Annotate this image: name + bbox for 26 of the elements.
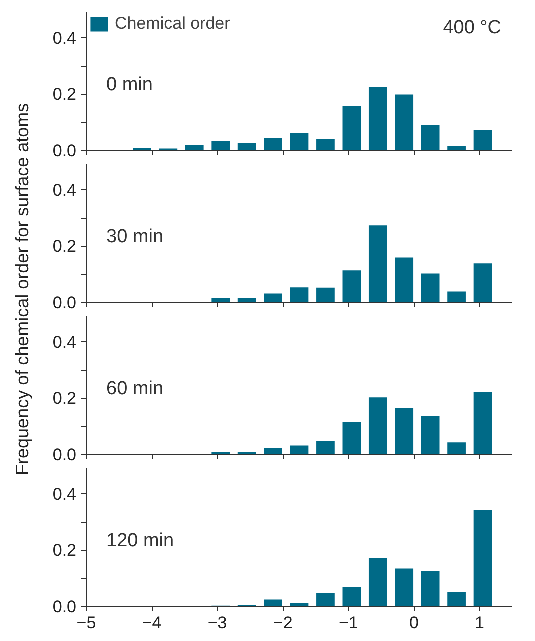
annotation: 0 min	[106, 74, 153, 96]
x-tick-label: 0	[409, 614, 419, 632]
y-tick-label: 0.2	[52, 85, 77, 104]
x-tick-label: −4	[142, 614, 162, 632]
y-tick-label: 0.0	[52, 446, 77, 464]
y-tick-label: 0.0	[52, 142, 77, 160]
annotation: 400 °C	[443, 18, 502, 38]
y-tick-label: 0.4	[52, 484, 77, 504]
y-tick-label: 0.4	[52, 180, 77, 200]
x-tick-label: −1	[338, 614, 358, 632]
legend-label: Chemical order	[115, 14, 230, 34]
y-tick-label: 0.2	[52, 541, 77, 560]
y-tick-label: 0.2	[52, 237, 77, 256]
y-tick-label: 0.4	[52, 332, 77, 352]
x-tick-label: −5	[76, 614, 96, 632]
annotation: 60 min	[106, 378, 164, 400]
y-tick-label: 0.2	[52, 389, 77, 408]
x-tick-label: 1	[475, 614, 484, 632]
x-tick-label: −2	[273, 614, 293, 632]
y-tick-label: 0.0	[52, 294, 77, 312]
y-tick-label: 0.4	[52, 28, 77, 48]
y-tick-label: 0.0	[52, 598, 77, 616]
annotation: 120 min	[106, 530, 174, 552]
y-axis-title: Frequency of chemical order for surface atoms	[12, 103, 32, 476]
annotation: 30 min	[106, 226, 164, 248]
x-tick-label: −3	[208, 614, 228, 632]
